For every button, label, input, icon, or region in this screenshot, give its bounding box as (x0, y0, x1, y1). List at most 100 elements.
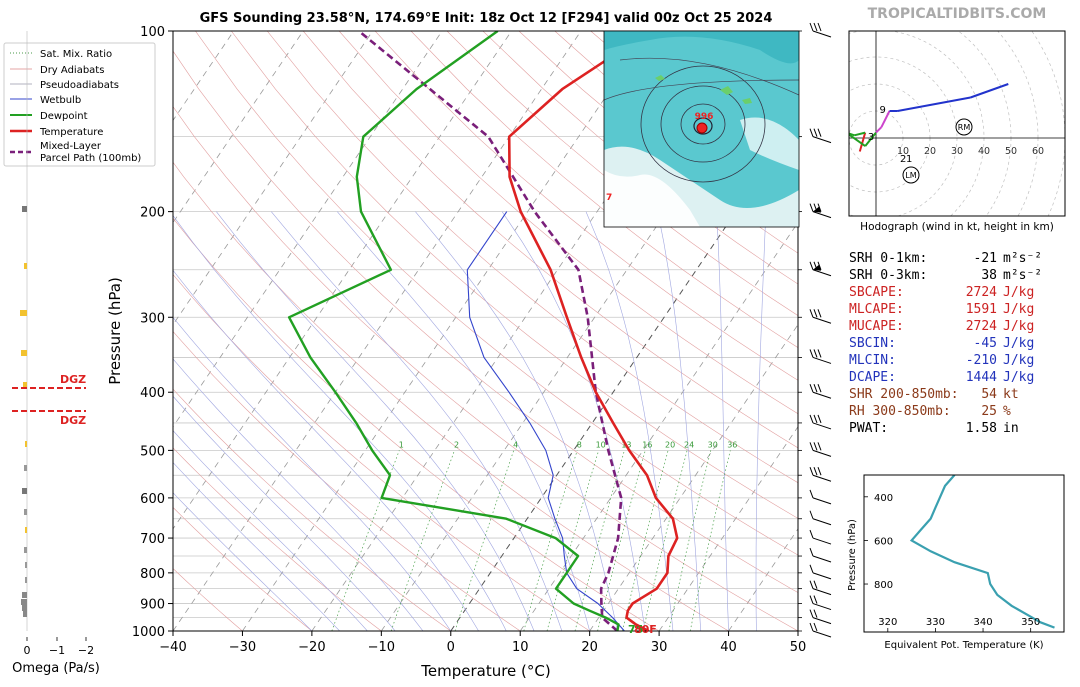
pseudoadiabat (216, 211, 535, 631)
x-tick-label: −30 (229, 640, 256, 655)
omega-bar (22, 488, 27, 494)
legend-parcel-1: Mixed-Layer (40, 141, 102, 152)
dry-adiabat (231, 31, 798, 519)
stats-table: SRH 0-1km: -21 m²s⁻² SRH 0-3km: 38 m²s⁻² SBC… (849, 250, 1059, 437)
barb-flag (817, 384, 822, 393)
hodo-rm-marker (955, 118, 973, 136)
omega-tick-2: −2 (78, 644, 94, 657)
omega-bar (21, 350, 27, 356)
y-tick-label: 600 (140, 492, 165, 507)
omega-axis-label: Omega (Pa/s) (12, 661, 100, 676)
wind-barb-200 (809, 203, 832, 219)
legend-pseudoadiabats: Pseudoadiabats (40, 80, 119, 91)
y-tick-label: 300 (140, 311, 165, 326)
barb-flag (809, 203, 814, 212)
stat-row-rh: RH 300-850mb: 25% (849, 404, 1011, 419)
barb-flag (817, 414, 822, 424)
wind-barb-750 (809, 547, 832, 563)
pseudoadiabat (657, 211, 702, 631)
barb-flag (817, 309, 822, 318)
mixing-ratio-line (689, 450, 731, 631)
dry-adiabat (173, 161, 729, 631)
theta-e-panel: 320 330 340 350 400 600 800 (864, 475, 1055, 632)
y-tick-label: 900 (140, 598, 165, 613)
y-axis-label: Pressure (hPa) (106, 277, 124, 385)
pseudoadiabat (173, 215, 507, 631)
barb-flag (813, 622, 818, 632)
barb-staff (812, 617, 832, 625)
omega-bar (20, 310, 27, 316)
chart-title: GFS Sounding 23.58°N, 174.69°E Init: 18z… (200, 11, 773, 26)
barb-flag (813, 22, 818, 32)
wind-barb-400 (809, 384, 832, 399)
wind-barb-250 (809, 261, 832, 277)
barb-pennant (813, 264, 821, 271)
dry-adiabat (173, 388, 451, 631)
profile-wet (466, 211, 625, 631)
hodo-ring-label: 20 (924, 146, 936, 157)
dry-adiabat (173, 106, 798, 631)
mixing-ratio-line (622, 450, 669, 631)
theta-y-label: Pressure (hPa) (847, 519, 858, 591)
barb-flag (813, 128, 818, 137)
pseudoadiabat (336, 211, 590, 631)
barb-staff (812, 269, 832, 277)
dry-adiabat (266, 31, 798, 484)
barb-flag (809, 547, 814, 557)
dry-adiabat (446, 31, 798, 317)
theta-x-label: Equivalent Pot. Temperature (K) (884, 640, 1043, 651)
wind-barb-1000 (809, 622, 832, 638)
hodo-inner: 10 20 30 40 50 60 9 3 2 1 RM LM (849, 31, 1065, 216)
barb-staff (812, 555, 832, 563)
omega-bar (25, 562, 27, 568)
pseudoadiabat (415, 211, 618, 631)
pseudoadiabat (755, 211, 767, 631)
dry-adiabat (173, 274, 590, 631)
y-tick-label: 1000 (132, 625, 165, 640)
dry-adiabat (173, 447, 382, 631)
y-tick-label: 200 (140, 206, 165, 221)
barb-staff (812, 391, 832, 399)
surface-dewpoint-label: 75 (628, 623, 643, 636)
x-tick-label: 20 (581, 640, 598, 655)
mixing-ratio-label: 4 (513, 440, 518, 449)
x-tick-label: 50 (790, 640, 807, 655)
y-tick-label: 100 (140, 25, 165, 40)
barb-flag (809, 510, 814, 519)
mixing-ratio-label: 30 (708, 440, 718, 449)
wind-barb-300 (809, 309, 832, 324)
omega-bar (25, 527, 27, 533)
wind-barbs (809, 22, 832, 638)
barb-flag (809, 564, 814, 574)
dry-adiabat (173, 330, 521, 631)
x-tick-label: −20 (298, 640, 325, 655)
hodo-segment (858, 132, 867, 152)
omega-bar (22, 206, 27, 212)
barb-flag (813, 442, 818, 451)
legend-sat-mix: Sat. Mix. Ratio (40, 49, 112, 60)
barb-flag (809, 261, 814, 270)
omega-bar (24, 547, 27, 553)
skewt-frame (172, 30, 799, 632)
x-axis-label: Temperature (°C) (420, 662, 550, 680)
dgz-label-top: DGZ (60, 373, 86, 386)
barb-flag (817, 349, 822, 358)
wind-barb-800 (809, 564, 832, 580)
stat-row-srh3: SRH 0-3km: 38 m²s⁻² (849, 268, 1043, 283)
barb-flag (809, 467, 814, 476)
barb-flag (809, 349, 814, 358)
hodo-ring-label: 30 (951, 146, 963, 157)
barb-staff (812, 572, 832, 580)
wind-barb-450 (809, 414, 832, 430)
barb-flag (813, 384, 818, 393)
omega-bar (22, 592, 27, 598)
hodo-ring-label: 60 (1032, 146, 1044, 157)
dry-adiabat (195, 31, 798, 556)
theta-inner (909, 475, 1055, 629)
mixing-ratio-label: 20 (665, 440, 675, 449)
mixing-ratio-line (668, 450, 712, 631)
y-tick-label: 800 (140, 567, 165, 582)
barb-staff (812, 422, 832, 430)
barb-flag (813, 349, 818, 358)
